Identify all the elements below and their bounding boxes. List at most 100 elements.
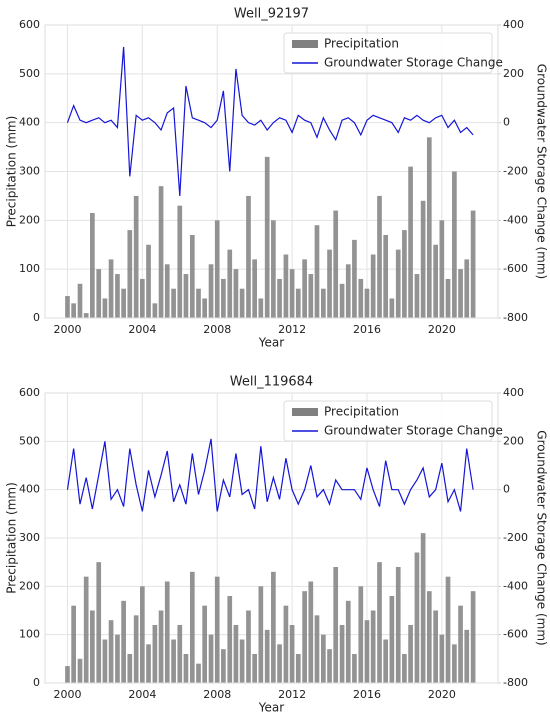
bar xyxy=(152,625,158,683)
y2-tick-label: -200 xyxy=(503,531,528,544)
bar xyxy=(470,210,476,318)
bar xyxy=(420,533,426,683)
bar xyxy=(364,288,370,318)
bar xyxy=(283,254,289,318)
bar xyxy=(252,259,257,318)
bar xyxy=(121,288,126,318)
bar xyxy=(408,166,413,318)
bar xyxy=(90,610,95,683)
bar xyxy=(383,234,389,318)
bar xyxy=(196,288,201,318)
legend-swatch xyxy=(292,40,318,48)
y2-tick-label: 0 xyxy=(503,116,510,129)
bar xyxy=(252,654,257,683)
bar xyxy=(177,625,183,683)
bar xyxy=(458,269,463,318)
x-tick-label: 2008 xyxy=(203,323,231,336)
x-tick-label: 2012 xyxy=(278,688,306,701)
chart: 2000 2004 2008 2012 2016 20200100200300400500… xyxy=(5,375,549,715)
bar xyxy=(133,195,139,318)
bar xyxy=(370,254,376,318)
bar xyxy=(233,625,239,683)
bar xyxy=(71,605,76,683)
y-tick-label: 100 xyxy=(19,262,40,275)
bar xyxy=(202,605,208,683)
bar xyxy=(189,234,195,318)
bar xyxy=(214,220,220,318)
bar xyxy=(227,596,233,683)
bar xyxy=(452,171,457,318)
plot-frame xyxy=(44,392,499,684)
bar xyxy=(370,610,376,683)
bar xyxy=(96,269,102,318)
bar xyxy=(133,615,139,683)
bar xyxy=(383,639,389,683)
x-tick-label: 2012 xyxy=(278,323,306,336)
bar xyxy=(139,586,145,683)
bar xyxy=(71,303,76,318)
bar xyxy=(115,634,120,683)
y2-tick-label: -800 xyxy=(503,311,528,324)
line xyxy=(66,46,474,196)
bar xyxy=(464,629,470,683)
bar xyxy=(202,298,208,318)
y2-tick-label: -200 xyxy=(503,165,528,178)
bar xyxy=(65,666,70,683)
bar xyxy=(271,220,276,318)
line xyxy=(66,438,474,512)
bar xyxy=(458,605,463,683)
x-tick-label: 2004 xyxy=(128,688,156,701)
bar xyxy=(345,264,351,318)
bar xyxy=(121,600,126,683)
bar xyxy=(308,274,314,318)
bar xyxy=(152,303,158,318)
legend-box xyxy=(283,400,493,442)
bar xyxy=(295,654,301,683)
y-tick-label: 300 xyxy=(19,165,40,178)
bar xyxy=(426,137,432,318)
y2-tick-label: 200 xyxy=(503,434,524,447)
bar xyxy=(115,274,120,318)
bar xyxy=(402,230,407,318)
bar xyxy=(196,663,201,683)
bar xyxy=(246,195,251,318)
y2-tick-label: -600 xyxy=(503,262,528,275)
bar xyxy=(164,264,170,318)
bar xyxy=(327,649,332,683)
y-tick-label: 500 xyxy=(19,67,40,80)
bar xyxy=(90,213,95,318)
bar xyxy=(395,567,401,683)
chart-title: Well_119684 xyxy=(230,375,313,390)
bar xyxy=(395,249,401,318)
plot-frame xyxy=(44,24,499,319)
bar xyxy=(171,639,176,683)
y-tick-label: 400 xyxy=(19,116,40,129)
bar xyxy=(414,274,420,318)
bar xyxy=(208,634,214,683)
y2-tick-label: 400 xyxy=(503,386,524,399)
x-tick-label: 2004 xyxy=(128,323,156,336)
bar xyxy=(146,244,151,318)
bar xyxy=(102,298,108,318)
x-tick-label: 2020 xyxy=(428,688,456,701)
bar xyxy=(158,186,164,318)
bar xyxy=(470,591,476,683)
bar xyxy=(333,210,339,318)
legend-label: Precipitation xyxy=(324,37,399,51)
bar xyxy=(426,591,432,683)
bar xyxy=(289,269,295,318)
bar xyxy=(83,576,89,683)
bar xyxy=(389,298,395,318)
bar xyxy=(108,620,114,683)
bar xyxy=(258,586,264,683)
bar xyxy=(102,639,108,683)
bar xyxy=(321,288,326,318)
bar xyxy=(327,249,332,318)
bar xyxy=(352,239,357,318)
bar xyxy=(221,649,226,683)
bar xyxy=(127,230,133,318)
bar xyxy=(464,259,470,318)
bar xyxy=(439,220,445,318)
bar xyxy=(433,610,439,683)
bar xyxy=(352,654,357,683)
